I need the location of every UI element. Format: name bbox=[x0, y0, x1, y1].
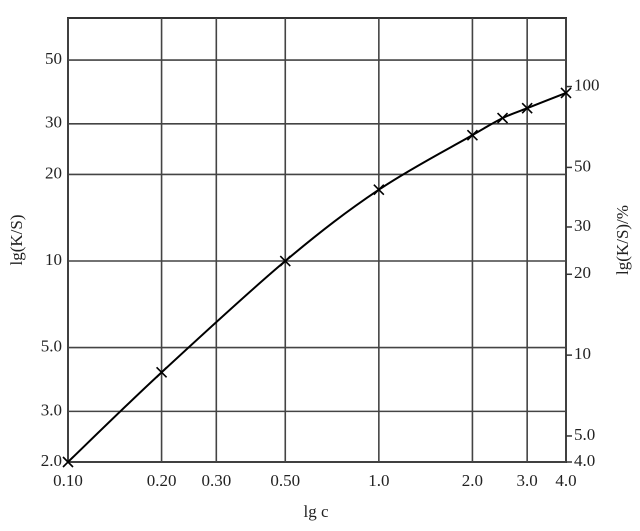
data-point bbox=[279, 255, 291, 267]
y-tick-label: 10 bbox=[45, 250, 62, 269]
y2-tick-label: 50 bbox=[574, 156, 591, 175]
y2-tick-label: 5.0 bbox=[574, 425, 595, 444]
x-tick-label: 1.0 bbox=[368, 471, 389, 490]
y-tick-label: 20 bbox=[45, 163, 62, 182]
x-tick-label: 0.20 bbox=[147, 471, 177, 490]
data-point bbox=[156, 366, 168, 378]
x-tick-label: 2.0 bbox=[462, 471, 483, 490]
data-point bbox=[521, 102, 533, 114]
x-tick-label: 0.30 bbox=[201, 471, 231, 490]
y-tick-label: 30 bbox=[45, 113, 62, 132]
y2-tick-label: 20 bbox=[574, 263, 591, 282]
y2-axis-label: lg(K/S)/% bbox=[613, 205, 632, 275]
data-point bbox=[373, 184, 385, 196]
curve bbox=[67, 92, 567, 463]
data-point bbox=[496, 112, 509, 124]
y-axis-label: lg(K/S) bbox=[7, 215, 26, 266]
y2-tick-label: 30 bbox=[574, 216, 591, 235]
y-tick-label: 50 bbox=[45, 49, 62, 68]
x-tick-label: 0.10 bbox=[53, 471, 83, 490]
plot-frame bbox=[67, 17, 567, 463]
y2-tick-label: 4.0 bbox=[574, 451, 595, 470]
x-tick-label: 3.0 bbox=[517, 471, 538, 490]
data-point bbox=[62, 456, 74, 468]
y2-tick-label: 10 bbox=[574, 344, 591, 363]
x-axis-label: lg c bbox=[303, 502, 328, 521]
y-tick-label: 5.0 bbox=[41, 336, 62, 355]
x-tick-label: 0.50 bbox=[270, 471, 300, 490]
data-point bbox=[466, 129, 478, 141]
x-tick-label: 4.0 bbox=[555, 471, 576, 490]
y-tick-label: 3.0 bbox=[41, 400, 62, 419]
y-tick-label: 2.0 bbox=[41, 451, 62, 470]
data-point bbox=[560, 87, 572, 99]
y2-tick-label: 100 bbox=[574, 75, 600, 94]
